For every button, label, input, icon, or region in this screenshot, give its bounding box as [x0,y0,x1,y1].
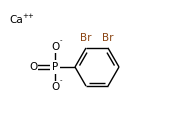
Text: ++: ++ [22,13,34,19]
Text: Br: Br [80,33,92,43]
Text: P: P [52,62,58,72]
Text: -: - [60,77,62,83]
Text: Ca: Ca [9,15,23,25]
Text: O: O [29,62,37,72]
Text: Br: Br [102,33,114,43]
Text: O: O [51,42,59,52]
Text: O: O [51,82,59,92]
Text: -: - [60,37,62,43]
